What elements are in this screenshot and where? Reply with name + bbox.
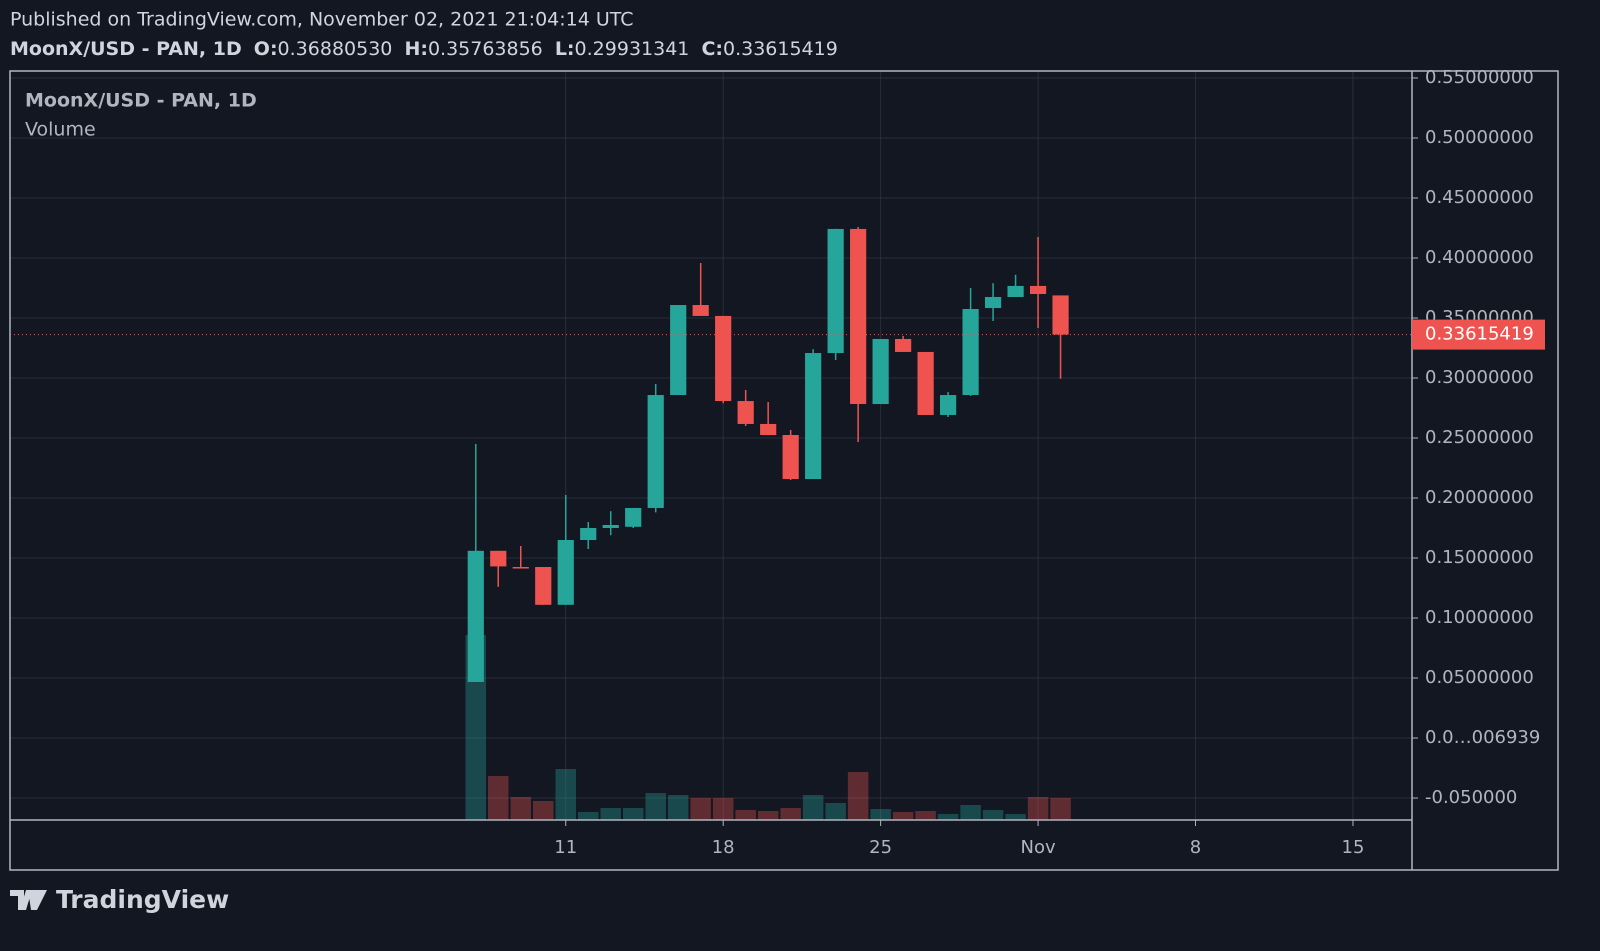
candle-body <box>512 567 529 569</box>
x-tick-label: 15 <box>1342 837 1365 858</box>
o-label: O: <box>254 38 278 60</box>
volume-bar <box>577 812 599 820</box>
volume-bar <box>510 797 532 820</box>
volume-bar <box>1050 798 1071 820</box>
h-label: H: <box>404 38 428 60</box>
o-value: 0.36880530 <box>278 38 393 60</box>
volume-bar <box>1005 814 1026 820</box>
y-tick-label: 0.45000000 <box>1425 187 1534 208</box>
candle-body <box>760 423 777 435</box>
last-price-label: 0.33615419 <box>1425 324 1534 345</box>
candle-body <box>647 395 664 508</box>
volume-bar <box>735 810 756 820</box>
volume-bar <box>892 812 914 820</box>
candle-body <box>827 228 844 354</box>
y-tick-label: 0.15000000 <box>1425 547 1534 568</box>
l-label: L: <box>555 38 575 60</box>
volume-bar <box>488 776 509 820</box>
legend-symbol: MoonX/USD - PAN, 1D <box>25 90 257 112</box>
candle-body <box>872 338 889 405</box>
x-tick-label: 18 <box>712 837 735 858</box>
published-line: Published on TradingView.com, November 0… <box>10 9 634 31</box>
x-tick-label: 8 <box>1190 837 1201 858</box>
legend-volume: Volume <box>25 119 96 141</box>
volume-bar <box>622 808 644 820</box>
candle-body <box>984 296 1002 309</box>
last-price-box <box>1412 319 1545 350</box>
logo: TradingView <box>10 885 229 914</box>
volume-bar <box>915 811 936 820</box>
candle-body <box>557 540 574 605</box>
y-tick-label: 0.0…006939 <box>1425 727 1540 748</box>
chart-frame <box>9 70 1559 871</box>
volume-bar <box>802 795 824 820</box>
candle-body <box>670 305 687 396</box>
volume-bar <box>825 803 846 820</box>
c-value: 0.33615419 <box>723 38 838 60</box>
l-value: 0.29931341 <box>575 38 690 60</box>
candle-body <box>692 305 709 316</box>
ohlc-header: MoonX/USD - PAN, 1D O:0.36880530 H:0.357… <box>10 38 838 60</box>
volume-bar <box>712 798 734 820</box>
candle-body <box>737 401 754 424</box>
volume-bar <box>982 810 1004 820</box>
candle-body <box>715 315 732 402</box>
volume-bar <box>667 795 689 820</box>
c-label: C: <box>701 38 723 60</box>
y-tick-label: 0.25000000 <box>1425 427 1534 448</box>
x-tick-label: Nov <box>1021 837 1056 858</box>
candle-body <box>850 228 867 405</box>
volume-bar <box>757 811 779 820</box>
volume-bar <box>780 808 801 820</box>
symbol: MoonX/USD - PAN, 1D <box>10 38 242 60</box>
y-tick-label: 0.40000000 <box>1425 247 1534 268</box>
candle-body <box>917 351 934 415</box>
volume-bar <box>645 793 666 820</box>
volume-bar <box>533 801 554 820</box>
volume-bar <box>690 798 711 820</box>
y-tick-label: 0.50000000 <box>1425 127 1534 148</box>
candle-body <box>602 525 619 529</box>
candle-body <box>625 507 642 527</box>
volume-bar <box>870 809 891 820</box>
candle-body <box>940 395 957 415</box>
candle-body <box>535 567 552 605</box>
candle-body <box>805 353 822 480</box>
y-tick-label: 0.05000000 <box>1425 667 1534 688</box>
volume-bar <box>1027 797 1049 820</box>
candle-body <box>962 308 979 396</box>
y-tick-label: 0.10000000 <box>1425 607 1534 628</box>
logo-icon <box>10 890 47 910</box>
volume-bar <box>937 814 959 820</box>
candle-body <box>782 434 799 480</box>
volume-bar <box>600 808 621 820</box>
y-tick-label: 0.55000000 <box>1425 67 1534 88</box>
candle-body <box>467 550 484 682</box>
volume-bar <box>960 805 981 820</box>
y-tick-label: 0.20000000 <box>1425 487 1534 508</box>
candle-body <box>1052 295 1069 335</box>
y-tick-label: -0.050000 <box>1425 787 1517 808</box>
candle-body <box>580 528 597 541</box>
logo-text: TradingView <box>56 885 229 914</box>
h-value: 0.35763856 <box>428 38 543 60</box>
volume-bar <box>555 769 576 820</box>
y-tick-label: 0.30000000 <box>1425 367 1534 388</box>
candle-body <box>895 338 912 352</box>
candle-body <box>1029 285 1047 294</box>
volume-bar <box>847 772 869 820</box>
candle-body <box>490 550 507 567</box>
candle-body <box>1007 285 1024 297</box>
x-tick-label: 25 <box>869 837 892 858</box>
x-tick-label: 11 <box>554 837 577 858</box>
